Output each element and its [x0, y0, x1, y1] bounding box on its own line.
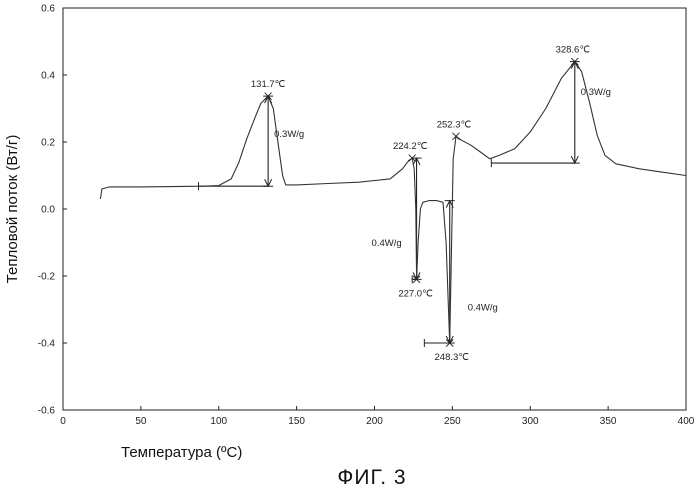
- x-tick-label: 350: [600, 416, 617, 427]
- height-248-label: 0.4W/g: [468, 302, 498, 313]
- height-131-label: 0.3W/g: [274, 129, 304, 140]
- height-227-label: 0.4W/g: [372, 238, 402, 249]
- y-tick-label: -0.2: [38, 272, 56, 283]
- dsc-chart: 0 50 100 150 200 250 300 350 400 0.6 0.4 0.2 0.0 -0.…: [0, 0, 700, 491]
- peak-227-label: 227.0℃: [398, 288, 433, 299]
- peak-131-label: 131.7℃: [251, 79, 286, 90]
- height-328-label: 0.3W/g: [581, 87, 611, 98]
- peak-labels: 131.7℃ 224.2℃ 227.0℃ 248.3℃ 252.3℃ 328.6℃: [251, 45, 590, 363]
- x-tick-label: 0: [60, 416, 66, 427]
- series-line-dsc: [100, 62, 686, 343]
- series-layer: [100, 62, 686, 343]
- x-tick-label: 300: [522, 416, 539, 427]
- peak-224-label: 224.2℃: [393, 141, 428, 152]
- y-axis-title: Тепловой поток (Вт/г): [4, 135, 21, 284]
- height-131-group: 0.3W/g: [199, 96, 305, 190]
- figure-caption: ФИГ. 3: [337, 466, 406, 489]
- peak-252-label: 252.3℃: [437, 119, 472, 130]
- x-tick-label: 150: [288, 416, 305, 427]
- y-tick-label: -0.4: [38, 339, 56, 350]
- plot-frame: [63, 8, 686, 410]
- x-axis-title: Температура (ºC): [121, 444, 242, 461]
- x-tick-label: 50: [135, 416, 147, 427]
- x-tick-label: 200: [366, 416, 383, 427]
- x-axis-ticks: 0 50 100 150 200 250 300 350 400: [60, 406, 695, 427]
- x-tick-label: 250: [444, 416, 461, 427]
- peak-328-label: 328.6℃: [556, 45, 591, 56]
- y-tick-label: 0.2: [41, 138, 55, 149]
- y-tick-label: 0.6: [41, 4, 55, 15]
- peak-248-label: 248.3℃: [435, 352, 470, 363]
- y-tick-label: 0.4: [41, 71, 55, 82]
- y-tick-label: -0.6: [38, 406, 56, 417]
- height-248-group: 0.4W/g: [424, 201, 497, 347]
- x-tick-label: 400: [678, 416, 695, 427]
- x-tick-label: 100: [210, 416, 227, 427]
- y-tick-label: 0.0: [41, 205, 55, 216]
